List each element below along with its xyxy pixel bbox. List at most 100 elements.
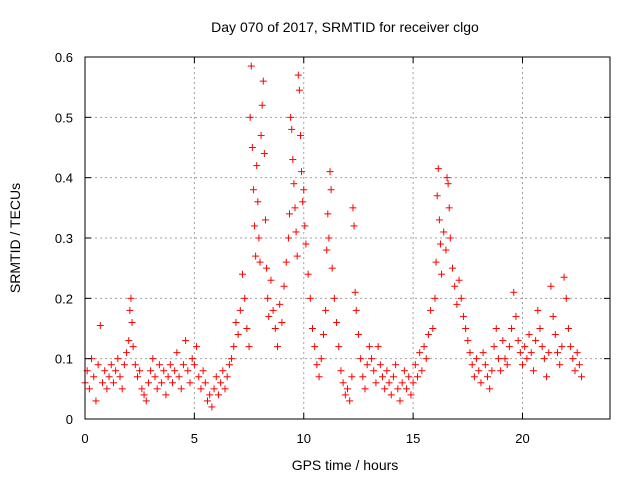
data-point [529,367,537,375]
data-point [234,331,242,339]
data-point [274,343,281,351]
data-point [184,367,192,375]
data-point [432,258,440,266]
data-point [245,343,253,351]
data-point [190,361,198,369]
data-point [575,361,583,369]
data-point [300,186,308,194]
data-point [92,397,100,405]
data-point [112,367,120,375]
data-point [160,367,168,375]
y-tick-label: 0.5 [55,110,73,125]
data-point [429,325,437,332]
data-point [427,306,435,314]
data-point [247,62,255,70]
data-point [405,373,413,381]
y-tick-label: 0.1 [55,352,73,367]
data-point [578,373,586,381]
data-point [164,373,172,381]
data-point [155,361,163,369]
data-point [325,234,333,242]
data-point [256,258,264,266]
data-point [214,391,222,399]
data-point [416,349,424,357]
data-point [123,349,131,357]
data-point [228,355,236,363]
data-point [99,379,106,387]
data-point [477,379,485,387]
data-point [206,391,214,399]
data-point [255,234,263,242]
data-point [339,379,347,387]
data-point [523,355,531,363]
data-point [177,385,185,393]
y-tick-label: 0.4 [55,171,73,186]
data-point [118,385,126,393]
data-point [140,391,148,399]
data-point [230,343,238,351]
data-point [317,355,325,363]
data-point [257,131,265,139]
data-point [289,156,297,164]
data-point [319,331,327,339]
data-point [264,294,272,302]
data-point [464,337,472,345]
data-point [420,343,428,351]
data-point [265,312,273,320]
data-point [182,337,190,345]
data-point [298,168,306,176]
data-point [251,222,259,230]
data-point [107,361,115,369]
data-point [175,373,183,381]
data-point [241,294,249,302]
data-point [372,379,380,387]
data-point [348,373,356,381]
data-point [127,294,135,302]
data-point [431,294,439,302]
data-point [116,373,124,381]
data-point [508,325,516,332]
data-point [221,385,229,393]
data-point [462,325,470,332]
data-point [269,306,277,314]
ticks-layer: 0 0.1 0.2 0.3 0.4 0.5 0.6 0 5 10 15 20 [55,50,610,446]
data-point [330,294,338,302]
data-point [286,210,294,218]
data-point [292,228,300,236]
data-point [455,276,463,284]
data-point [436,240,444,248]
data-point [383,367,391,375]
data-point [494,355,502,363]
data-point [341,391,349,399]
y-tick-label: 0.2 [55,291,73,306]
data-point [171,367,179,375]
data-point [503,361,511,369]
data-point [418,367,426,375]
data-point [414,373,421,381]
data-point [516,349,524,357]
data-point [560,273,568,281]
data-point [438,270,446,278]
data-point [217,379,225,387]
data-point [422,355,430,363]
data-point [299,198,307,206]
data-point [403,385,411,393]
data-point [197,385,205,393]
grid-layer [85,57,610,419]
data-point [258,101,266,109]
data-point [271,325,279,332]
data-point [324,210,332,218]
x-tick-label: 0 [81,431,88,446]
x-tick-label: 20 [515,431,529,446]
data-point [254,198,262,206]
data-point [249,186,257,194]
x-tick-label: 10 [297,431,311,446]
x-tick-label: 15 [406,431,420,446]
data-point [564,325,572,332]
data-point [304,270,312,278]
data-point [248,144,256,151]
data-point [370,367,378,375]
data-point [374,343,382,351]
data-point [440,228,448,236]
data-point [558,343,566,351]
